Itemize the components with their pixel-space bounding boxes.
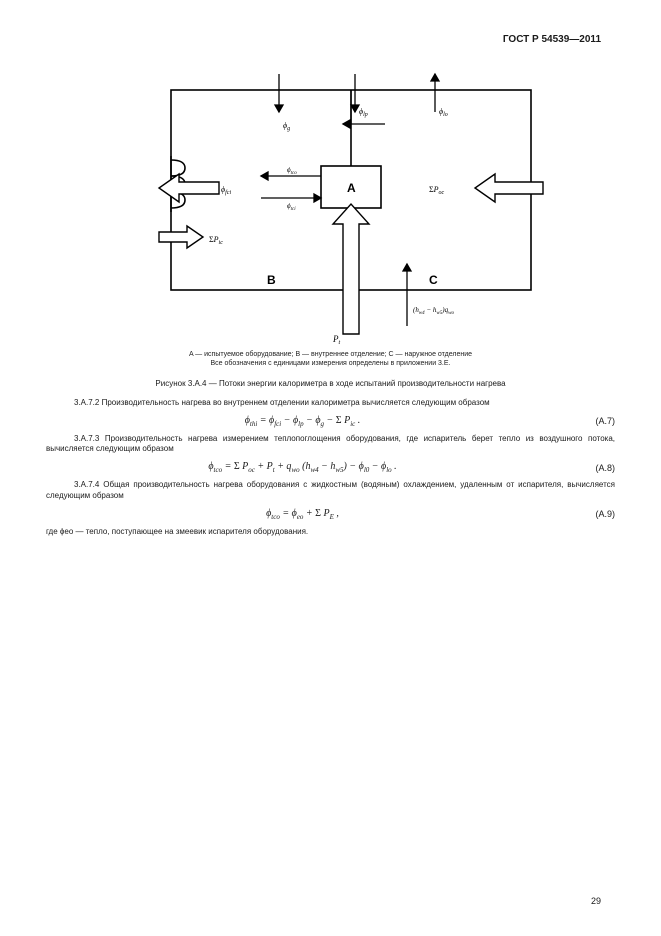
- svg-text:ϕlp: ϕlp: [359, 107, 368, 118]
- legend-line-1: A — испытуемое оборудование; B — внутрен…: [189, 351, 472, 358]
- figure-legend: A — испытуемое оборудование; B — внутрен…: [46, 350, 615, 369]
- equation-A9: ϕtco = ϕeo + Σ PE ,: [46, 508, 559, 521]
- para-3A73: 3.А.7.3 Производительность нагрева измер…: [46, 434, 615, 456]
- svg-text:ϕtci: ϕtci: [287, 202, 296, 212]
- figure-3A4: ϕfci ΣPic A ϕtco ϕtci ΣPoc: [111, 64, 551, 344]
- svg-text:ΣPoc: ΣPoc: [429, 185, 445, 196]
- svg-text:(hw4 − hw5)qwo: (hw4 − hw5)qwo: [413, 306, 454, 316]
- svg-text:ϕg: ϕg: [283, 121, 290, 132]
- equation-number-A9: (A.9): [559, 509, 615, 519]
- para-3A72: 3.А.7.2 Производительность нагрева во вн…: [46, 398, 615, 409]
- svg-text:ϕfci: ϕfci: [221, 185, 231, 196]
- document-id: ГОСТ Р 54539—2011: [503, 34, 601, 45]
- equation-A7: ϕthi = ϕfci − ϕlp − ϕg − Σ Pic .: [46, 415, 559, 428]
- svg-text:B: B: [267, 273, 276, 287]
- equation-A8: ϕtco = Σ Poc + Pt + qwo (hw4 − hw5) − ϕl…: [46, 461, 559, 474]
- svg-text:C: C: [429, 273, 438, 287]
- svg-text:A: A: [347, 181, 356, 195]
- figure-caption: Рисунок 3.А.4 — Потоки энергии калоримет…: [46, 379, 615, 388]
- equation-number-A8: (A.8): [559, 463, 615, 473]
- svg-text:ΣPic: ΣPic: [209, 235, 223, 246]
- svg-text:ϕtco: ϕtco: [287, 166, 297, 176]
- para-3A74: 3.А.7.4 Общая производительность нагрева…: [46, 480, 615, 502]
- para-where: где ϕeo — тепло, поступающее на змеевик …: [46, 527, 615, 538]
- legend-line-2: Все обозначения с единицами измерения оп…: [210, 360, 450, 367]
- equation-number-A7: (A.7): [559, 416, 615, 426]
- svg-text:Pt: Pt: [332, 334, 341, 344]
- page-number: 29: [591, 896, 601, 906]
- svg-text:ϕlo: ϕlo: [439, 107, 448, 118]
